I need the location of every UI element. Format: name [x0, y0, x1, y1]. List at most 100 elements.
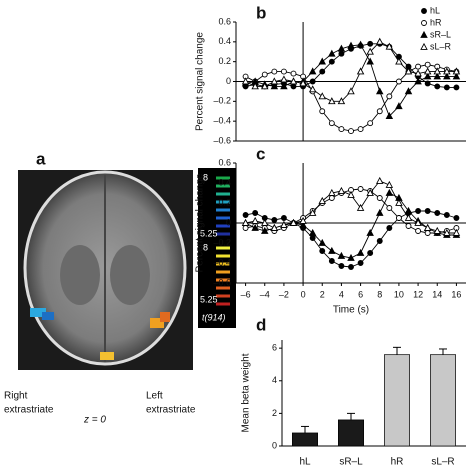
x-tick-label: 2: [320, 289, 325, 299]
marker: [347, 87, 355, 95]
x-tick-label: sR–L: [339, 457, 363, 468]
marker: [385, 180, 394, 188]
y-tick-label: 0.4: [218, 36, 231, 46]
marker: [290, 83, 297, 90]
marker: [338, 50, 345, 57]
marker: [414, 69, 422, 77]
marker: [318, 92, 327, 100]
marker: [242, 212, 249, 218]
x-tick-label: hL: [299, 457, 311, 468]
marker: [319, 68, 326, 75]
y-tick-label: –0.4: [213, 257, 231, 267]
marker: [260, 226, 269, 234]
marker: [414, 77, 422, 85]
bar: [292, 432, 319, 447]
marker: [356, 203, 365, 211]
panel-label: c: [256, 144, 265, 163]
marker: [242, 225, 249, 231]
brain-image: [18, 170, 193, 370]
marker: [433, 72, 442, 80]
marker: [366, 188, 374, 196]
x-tick-label: 4: [339, 289, 344, 299]
marker: [376, 238, 383, 244]
colorbar: 8 5.25 8 5.25 t(914): [198, 168, 236, 328]
marker: [386, 93, 393, 100]
x-tick-label: 8: [377, 289, 382, 299]
marker: [434, 210, 441, 216]
marker: [270, 223, 279, 231]
brain-label: extrastriate: [146, 405, 196, 416]
marker: [395, 215, 402, 221]
marker: [395, 78, 402, 85]
marker: [337, 186, 346, 194]
marker: [385, 42, 394, 50]
marker: [241, 218, 250, 226]
marker: [280, 220, 288, 228]
y-tick-label: 0.4: [218, 177, 231, 187]
marker: [318, 57, 327, 65]
marker: [453, 215, 460, 221]
marker: [347, 190, 355, 198]
marker: [375, 176, 384, 184]
marker: [366, 228, 374, 236]
x-tick-label: 6: [358, 289, 363, 299]
marker: [424, 80, 431, 87]
marker: [424, 230, 431, 236]
legend-label: hR: [430, 17, 442, 27]
marker: [386, 225, 393, 231]
marker: [420, 42, 428, 50]
marker: [348, 264, 354, 270]
marker: [375, 208, 384, 216]
colorbar-tick: 8: [203, 172, 208, 182]
marker: [289, 218, 298, 226]
marker: [357, 260, 364, 266]
marker: [404, 67, 413, 75]
marker: [328, 97, 336, 105]
legend-label: sR–L: [430, 29, 451, 39]
marker: [337, 97, 346, 105]
marker: [376, 108, 383, 115]
marker: [290, 70, 297, 77]
marker: [308, 67, 317, 75]
y-tick-label: –0.4: [213, 116, 231, 126]
marker: [251, 223, 259, 231]
marker: [385, 112, 394, 120]
marker: [404, 206, 413, 214]
marker: [366, 57, 374, 65]
marker: [260, 218, 269, 226]
y-tick-label: 0.6: [218, 157, 231, 167]
marker: [271, 68, 278, 75]
brain-label: Right: [4, 391, 28, 402]
marker: [337, 251, 346, 259]
series-line: [245, 192, 457, 259]
marker: [318, 196, 327, 204]
marker: [319, 108, 326, 115]
x-tick-label: 10: [394, 289, 404, 299]
marker: [443, 67, 451, 75]
x-tick-label: 12: [413, 289, 423, 299]
x-tick-label: –2: [279, 289, 289, 299]
marker: [375, 37, 384, 45]
marker: [251, 82, 259, 90]
marker: [357, 126, 364, 133]
marker: [415, 208, 422, 214]
marker: [308, 228, 317, 236]
colorbar-tick: 5.25: [200, 228, 218, 238]
marker: [453, 84, 460, 91]
legend-label: sL–R: [430, 41, 452, 51]
marker: [338, 263, 345, 269]
x-axis-label: Time (s): [333, 305, 369, 316]
marker: [421, 8, 427, 14]
marker: [347, 41, 355, 49]
colorbar-tick: 8: [203, 242, 208, 252]
y-axis-label: Percent signal change: [195, 173, 206, 272]
marker: [241, 77, 250, 85]
marker: [280, 68, 287, 75]
marker: [423, 72, 432, 80]
marker: [328, 188, 336, 196]
marker: [395, 57, 403, 65]
marker: [299, 220, 307, 228]
marker: [337, 44, 346, 52]
marker: [434, 83, 441, 90]
y-tick-label: 0.6: [218, 16, 231, 26]
